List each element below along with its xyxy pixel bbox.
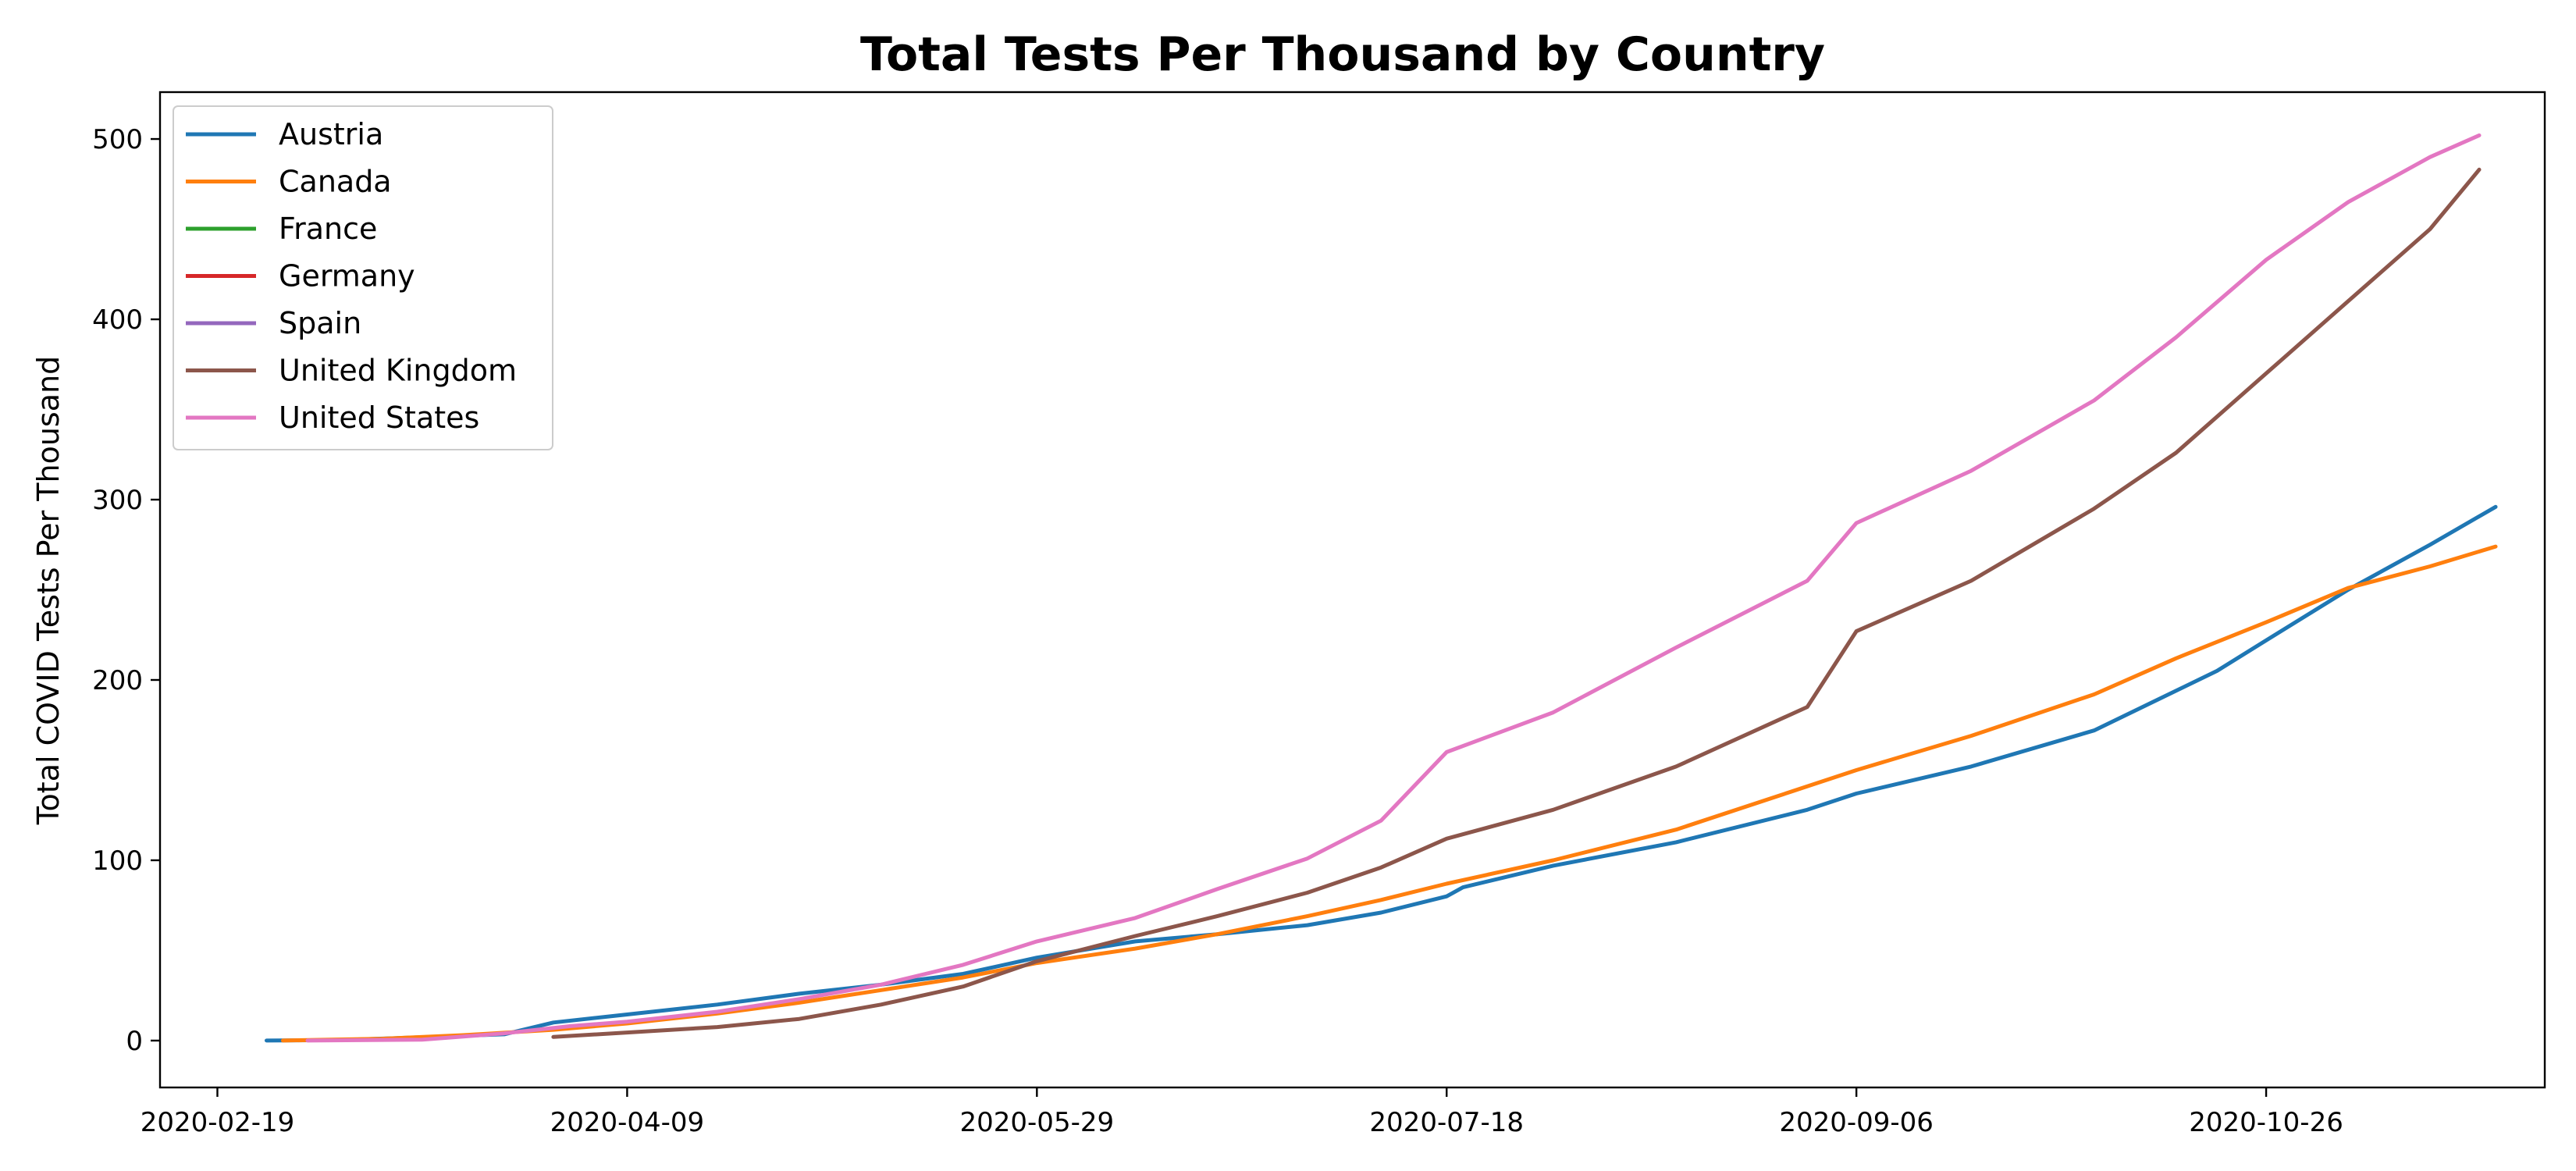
plot-area-frame [158, 91, 2546, 1089]
legend-label-france: France [279, 212, 377, 246]
x-axis: 2020-02-19 2020-04-09 2020-05-29 2020-07-18… [141, 1087, 2343, 1138]
series-layer [265, 133, 2498, 1043]
y-tick-label: 100 [92, 845, 143, 877]
x-tick-label: 2020-10-26 [2189, 1107, 2343, 1138]
x-tick-label: 2020-07-18 [1369, 1107, 1524, 1138]
series-line-united-kingdom [551, 167, 2482, 1039]
x-tick-label: 2020-02-19 [141, 1107, 295, 1138]
series-line-united-states [305, 133, 2482, 1043]
x-tick-label: 2020-05-29 [960, 1107, 1115, 1138]
y-axis-label: Total COVID Tests Per Thousand [31, 356, 66, 825]
legend-label-united-kingdom: United Kingdom [279, 354, 517, 388]
series-line-canada [281, 544, 2498, 1043]
y-tick-label: 400 [92, 304, 143, 336]
y-tick-label: 200 [92, 665, 143, 696]
chart-title: Total Tests Per Thousand by Country [860, 27, 1825, 82]
legend: Austria Canada France Germany Spain United Ki… [173, 105, 553, 450]
x-tick-label: 2020-09-06 [1779, 1107, 1934, 1138]
legend-label-canada: Canada [279, 165, 392, 199]
y-axis: 0 100 200 300 400 500 [92, 124, 160, 1057]
legend-label-united-states: United States [279, 400, 479, 435]
y-tick-label: 500 [92, 124, 143, 155]
series-line-austria [265, 504, 2498, 1043]
legend-label-austria: Austria [279, 117, 383, 151]
y-tick-label: 0 [126, 1026, 143, 1057]
legend-box [173, 105, 553, 450]
x-tick-label: 2020-04-09 [550, 1107, 705, 1138]
y-tick-label: 300 [92, 485, 143, 516]
legend-label-germany: Germany [279, 259, 415, 294]
legend-label-spain: Spain [279, 306, 361, 340]
